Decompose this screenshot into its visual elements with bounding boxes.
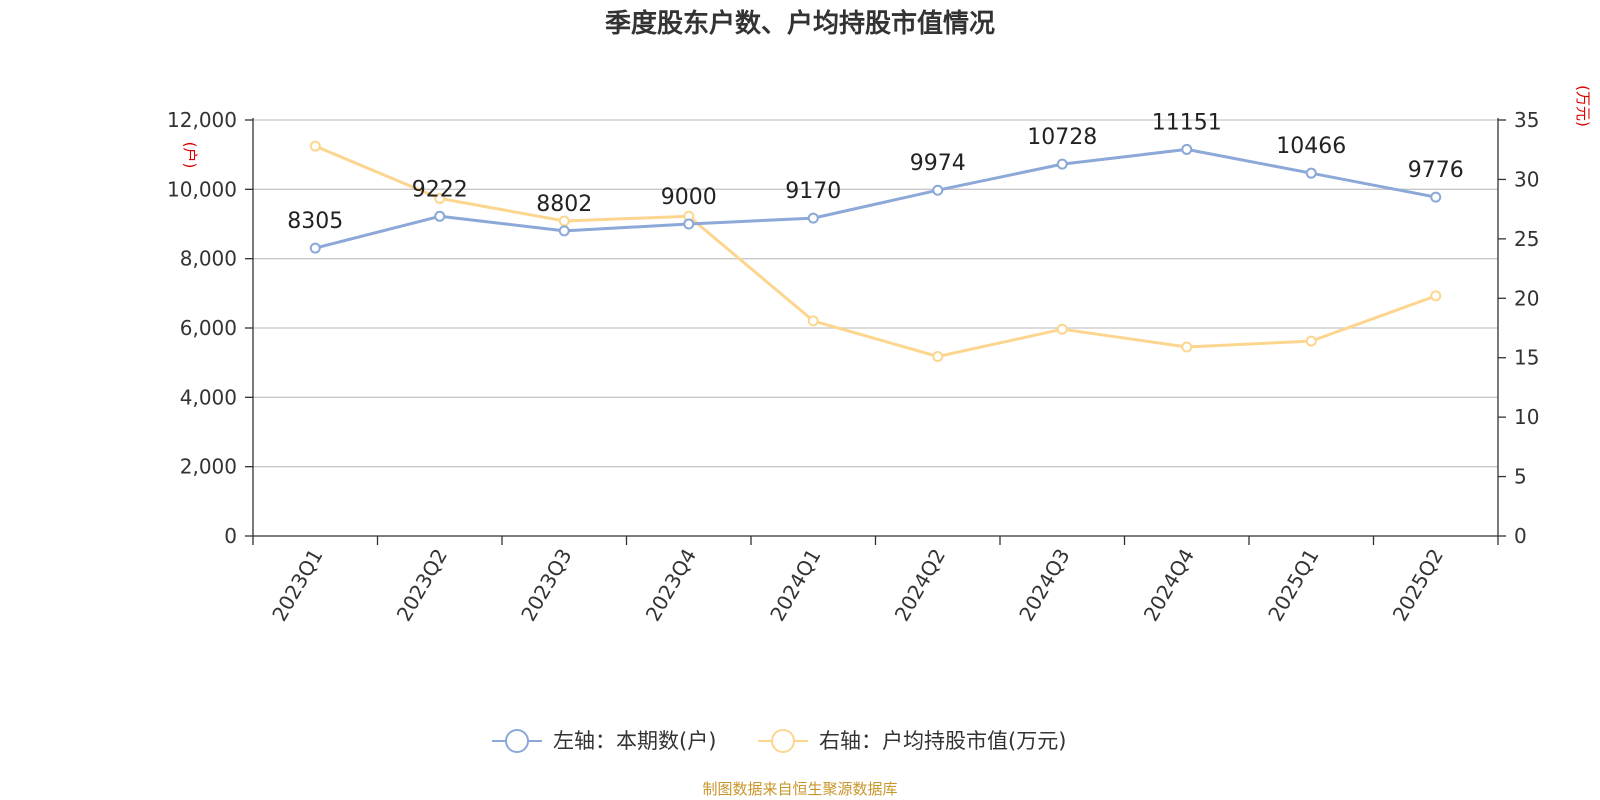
left-tick-label: 4,000 [180,385,237,409]
data-point-right [558,215,570,227]
left-tick-label: 0 [224,524,237,548]
left-tick-label: 6,000 [180,316,237,340]
axes: 0 2,000 4,000 6,000 8,000 10,000 12,000 0 5 10 15 2… [167,108,1539,625]
data-point-left [1305,167,1317,179]
legend-item-right[interactable]: 右轴：户均持股市值(万元) [758,729,1066,753]
legend-label-right: 右轴：户均持股市值(万元) [819,729,1066,753]
left-axis-unit-label: (户) [181,142,199,169]
data-label: 10728 [1027,125,1097,150]
x-tick-label: 2024Q1 [765,545,825,626]
data-point-right [1181,341,1193,353]
data-point-left [434,210,446,222]
x-tick-label: 2024Q4 [1139,545,1199,626]
data-label: 10466 [1276,134,1346,159]
data-label: 9170 [785,179,841,204]
data-point-left [932,184,944,196]
data-point-right [807,315,819,327]
legend: 左轴：本期数(户) 右轴：户均持股市值(万元) [492,729,1066,753]
right-tick-label: 25 [1514,227,1539,251]
x-tick-label: 2023Q4 [641,545,701,626]
legend-item-left[interactable]: 左轴：本期数(户) [492,729,716,753]
x-tick-label: 2023Q2 [392,545,452,626]
right-axis-unit-label: (万元) [1574,85,1592,127]
data-point-left [1181,143,1193,155]
left-tick-label: 2,000 [180,455,237,479]
x-tick-label: 2024Q3 [1014,545,1074,626]
grid-lines [253,119,1498,468]
series-line-left [314,147,1437,250]
series-line-right [314,144,1437,358]
x-tick-label: 2023Q3 [516,545,576,626]
right-tick-label: 35 [1514,108,1539,132]
left-tick-label: 8,000 [180,247,237,271]
right-tick-label: 0 [1514,524,1527,548]
left-tick-label: 12,000 [167,108,237,132]
data-label: 9776 [1408,158,1464,183]
data-label: 8305 [287,209,343,234]
data-point-right [1056,323,1068,335]
legend-marker-right-icon [771,729,795,753]
right-tick-label: 30 [1514,167,1539,191]
x-tick-label: 2025Q2 [1388,545,1448,626]
data-label: 9974 [910,151,966,176]
data-point-right [1430,290,1442,302]
data-label: 8802 [536,192,592,217]
data-label: 11151 [1152,110,1222,135]
data-point-left [309,242,321,254]
legend-label-left: 左轴：本期数(户) [553,729,716,753]
right-tick-label: 20 [1514,286,1539,310]
data-point-right [434,192,446,204]
data-point-left [558,225,570,237]
x-tick-label: 2024Q2 [890,545,950,626]
data-point-left [1056,158,1068,170]
data-point-right [1305,335,1317,347]
x-tick-label: 2025Q1 [1263,545,1323,626]
right-tick-label: 15 [1514,346,1539,370]
left-tick-label: 10,000 [167,177,237,201]
series [309,140,1442,363]
data-point-right [309,140,321,152]
chart-title: 季度股东户数、户均持股市值情况 [605,8,995,39]
data-point-right [932,351,944,363]
data-label: 9000 [661,185,717,210]
data-point-left [807,212,819,224]
legend-marker-left-icon [505,729,529,753]
right-tick-label: 10 [1514,405,1539,429]
data-label: 9222 [412,177,468,202]
right-tick-label: 5 [1514,465,1527,489]
data-labels: 8305 9222 8802 9000 9170 9974 10728 11151 10466 9… [287,110,1464,234]
data-point-left [1430,191,1442,203]
source-note: 制图数据来自恒生聚源数据库 [702,780,897,798]
x-tick-label: 2023Q1 [267,545,327,626]
data-point-left [683,218,695,230]
